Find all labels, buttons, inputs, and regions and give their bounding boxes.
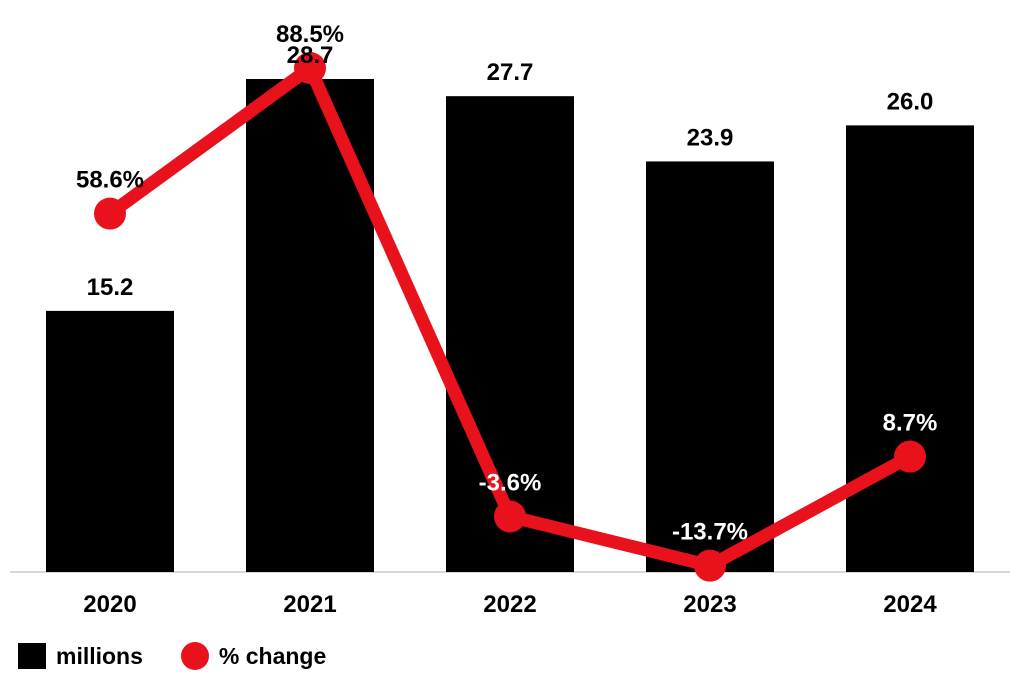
change-label-2021: 88.5%: [276, 21, 344, 48]
legend-label-change: % change: [218, 642, 327, 669]
x-tick-label-2023: 2023: [683, 591, 736, 618]
bar-label-2021: 28.7: [287, 42, 334, 69]
x-tick-label-2021: 2021: [283, 591, 336, 618]
legend-swatch-line: [180, 642, 209, 670]
change-point-2022: [494, 500, 526, 533]
x-tick-label-2024: 2024: [883, 591, 937, 618]
legend-label-millions: millions: [56, 642, 143, 669]
x-tick-label-2022: 2022: [483, 591, 536, 618]
legend: millions % change: [18, 640, 364, 672]
bar-2024: [846, 125, 974, 572]
bar-label-2022: 27.7: [487, 59, 534, 86]
legend-item-millions: millions: [18, 643, 143, 670]
bar-2022: [446, 96, 574, 572]
change-label-2022: -3.6%: [479, 469, 542, 496]
bar-2020: [46, 310, 174, 572]
change-point-2020: [94, 197, 126, 230]
bar-label-2020: 15.2: [87, 274, 134, 301]
bar-label-2024: 26.0: [887, 88, 934, 115]
change-point-2023: [694, 549, 726, 582]
change-label-2023: -13.7%: [672, 519, 748, 546]
bar-2023: [646, 161, 774, 572]
change-label-2020: 58.6%: [76, 167, 144, 194]
change-point-2024: [894, 440, 926, 473]
combo-chart: 15.2 28.7 27.7 23.9 26.0 58.6% 88.5% -3.6% -13.7…: [10, 21, 1010, 618]
legend-swatch-bar: [18, 643, 46, 669]
bar-label-2023: 23.9: [687, 124, 734, 151]
change-label-2024: 8.7%: [883, 410, 938, 437]
x-tick-label-2020: 2020: [83, 591, 136, 618]
legend-item-change: % change: [180, 642, 327, 670]
change-point-2021: [294, 52, 326, 84]
